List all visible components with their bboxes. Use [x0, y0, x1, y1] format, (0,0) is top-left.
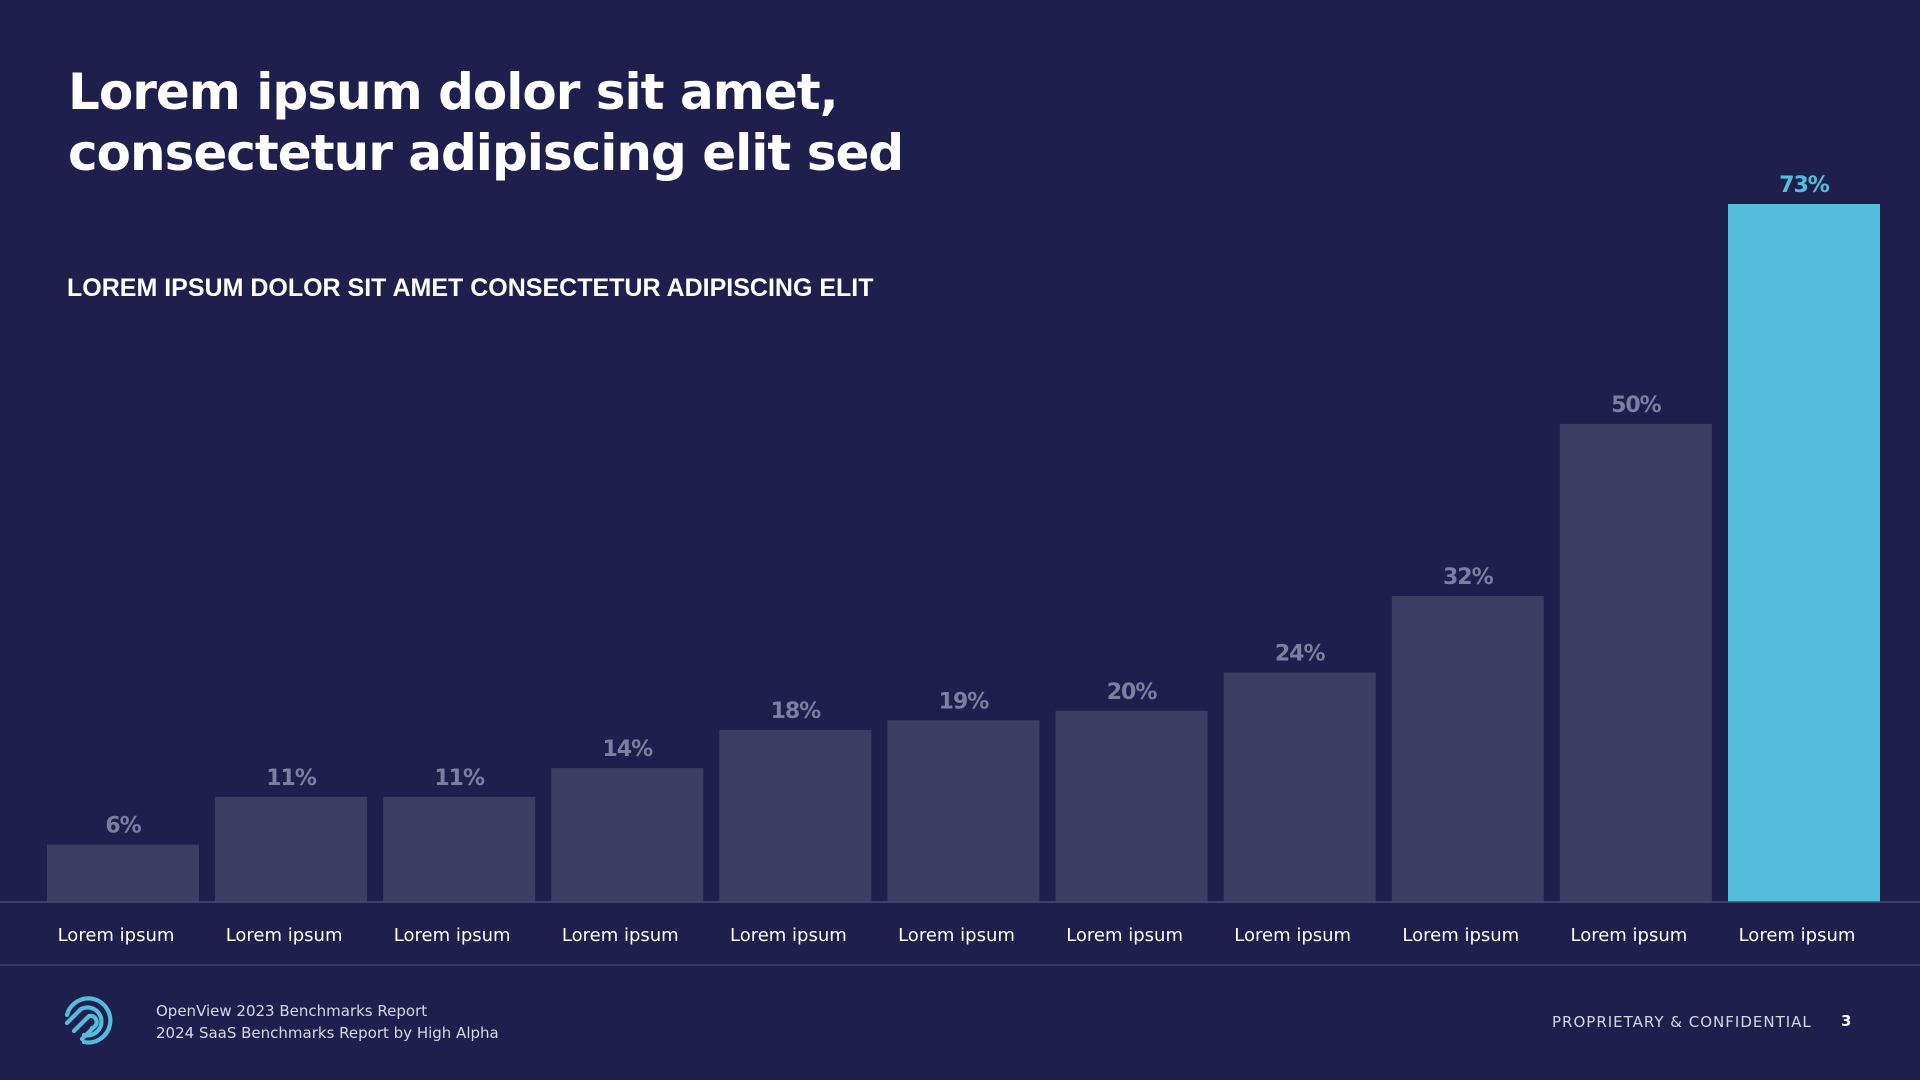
chart-subtitle: LOREM IPSUM DOLOR SIT AMET CONSECTETUR A…: [67, 274, 874, 302]
high-alpha-logo-icon: [64, 996, 113, 1045]
page-number: 3: [1841, 1012, 1852, 1030]
category-label-3: Lorem ipsum: [394, 925, 511, 946]
bar-8: [1223, 672, 1376, 902]
category-label-2: Lorem ipsum: [226, 925, 343, 946]
category-label-5: Lorem ipsum: [730, 925, 847, 946]
category-label-7: Lorem ipsum: [1066, 925, 1183, 946]
slide-title-line-2: consectetur adipiscing elit sed: [68, 124, 904, 182]
category-label-11: Lorem ipsum: [1739, 925, 1856, 946]
bar-value-label-9: 32%: [1443, 565, 1494, 590]
bar-6: [887, 720, 1040, 902]
bar-value-label-4: 14%: [602, 737, 653, 762]
category-label-10: Lorem ipsum: [1570, 925, 1687, 946]
category-label-1: Lorem ipsum: [58, 925, 175, 946]
bar-7: [1055, 710, 1208, 902]
source-line-2: 2024 SaaS Benchmarks Report by High Alph…: [156, 1024, 499, 1042]
bar-value-label-6: 19%: [939, 689, 990, 714]
category-label-group: Lorem ipsum Lorem ipsum Lorem ipsum Lorem i…: [58, 925, 1856, 946]
slide-title: Lorem ipsum dolor sit amet, consectetur …: [68, 62, 904, 184]
bar-1: [47, 844, 199, 902]
category-label-9: Lorem ipsum: [1402, 925, 1519, 946]
bar-value-label-1: 6%: [105, 814, 141, 839]
bar-value-label-8: 24%: [1275, 642, 1326, 667]
bar-2: [215, 796, 368, 902]
bar-3: [383, 796, 536, 902]
source-citations: OpenView 2023 Benchmarks Report 2024 Saa…: [156, 1000, 499, 1044]
category-label-8: Lorem ipsum: [1234, 925, 1351, 946]
category-label-6: Lorem ipsum: [898, 925, 1015, 946]
source-line-1: OpenView 2023 Benchmarks Report: [156, 1002, 428, 1020]
bar-value-label-10: 50%: [1611, 393, 1662, 418]
bar-11: [1728, 204, 1880, 902]
confidential-notice: PROPRIETARY & CONFIDENTIAL: [1552, 1013, 1812, 1031]
bar-value-label-11: 73%: [1779, 173, 1830, 198]
bar-value-label-3: 11%: [434, 766, 485, 791]
bar-9: [1391, 596, 1544, 902]
bar-10: [1559, 423, 1712, 902]
bar-4: [551, 768, 704, 902]
bar-value-label-7: 20%: [1107, 680, 1158, 705]
bar-value-label-5: 18%: [771, 699, 822, 724]
slide-title-line-1: Lorem ipsum dolor sit amet,: [68, 63, 839, 121]
category-label-4: Lorem ipsum: [562, 925, 679, 946]
bar-group: 6% 11% 11% 14% 18% 19% 20% 24% 32% 50% 73%: [47, 173, 1880, 902]
bar-value-label-2: 11%: [266, 766, 317, 791]
bar-5: [719, 729, 872, 902]
